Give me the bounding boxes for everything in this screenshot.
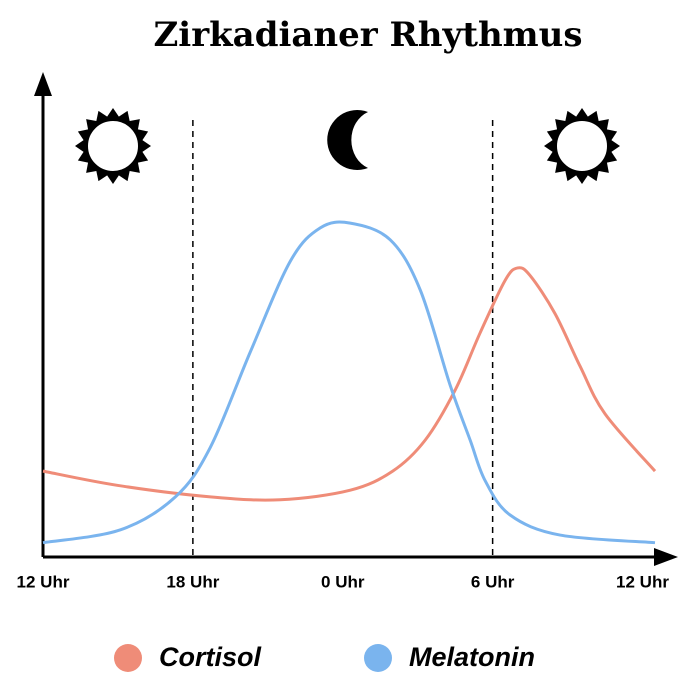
legend-marker	[364, 644, 392, 672]
line	[42, 220, 656, 545]
x-arrow	[654, 548, 678, 566]
sun-icon	[553, 117, 611, 175]
x-tick-label: 0 Uhr	[321, 572, 365, 591]
legend-marker	[114, 644, 142, 672]
x-tick-label: 12 Uhr	[616, 572, 669, 591]
legend-label: Melatonin	[409, 642, 535, 672]
axes	[34, 72, 678, 566]
legend-label: Cortisol	[159, 642, 262, 672]
y-arrow	[34, 72, 52, 96]
x-tick-label: 6 Uhr	[471, 572, 515, 591]
moon-icon	[327, 110, 368, 170]
x-tick-label: 18 Uhr	[166, 572, 219, 591]
line	[42, 266, 657, 502]
sun-icon	[84, 117, 142, 175]
chart-title: Zirkadianer Rhythmus	[153, 15, 582, 55]
x-tick-label: 12 Uhr	[17, 572, 70, 591]
